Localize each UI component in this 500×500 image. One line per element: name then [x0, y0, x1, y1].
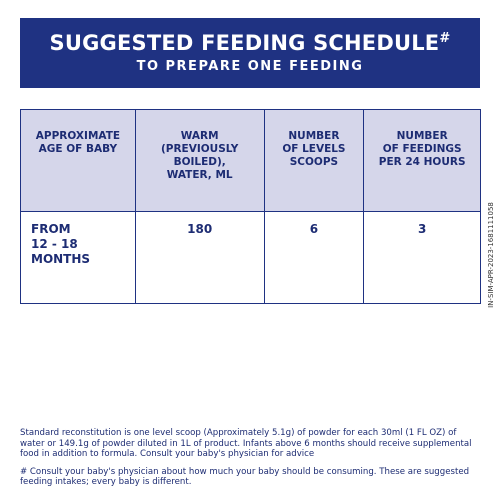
header-cell: WARM (PREVIOUSLY BOILED), WATER, ML — [134, 109, 265, 212]
footnote: # Consult your baby's physician about ho… — [20, 466, 470, 488]
footnote: Standard reconstitution is one level sco… — [20, 428, 472, 459]
data-cell-line: 6 — [309, 222, 319, 236]
header-cell-line: OF LEVELS — [282, 143, 346, 155]
data-cell: 3 — [363, 211, 481, 304]
header-cell-line: OF FEEDINGS — [382, 143, 462, 155]
side-code: IN-SIM-APR-2023-1681111058 — [487, 202, 495, 308]
header-cell-line: PER 24 HOURS — [378, 156, 466, 168]
header-banner: SUGGESTED FEEDING SCHEDULE# TO PREPARE O… — [20, 18, 480, 88]
data-cell-line: 3 — [417, 222, 427, 236]
header-cell: APPROXIMATE AGE OF BABY — [20, 109, 136, 212]
header-cell-line: WATER, ML — [166, 169, 233, 181]
header-cell-line: NUMBER — [288, 130, 340, 142]
subtitle: TO PREPARE ONE FEEDING — [136, 59, 364, 74]
data-cell: 180 — [134, 211, 265, 304]
header-row: APPROXIMATE AGE OF BABY WARM (PREVIOUSLY BO… — [20, 109, 481, 212]
feeding-table: APPROXIMATE AGE OF BABY WARM (PREVIOUSLY BO… — [20, 109, 481, 304]
header-cell-line: (PREVIOUSLY BOILED), — [160, 143, 239, 168]
data-cell-line: 12 - 18 MONTHS — [31, 237, 91, 266]
header-cell: NUMBER OF FEEDINGS PER 24 HOURS — [363, 109, 481, 212]
header-cell: NUMBER OF LEVELS SCOOPS — [263, 109, 365, 212]
title-text: SUGGESTED FEEDING SCHEDULE — [49, 31, 440, 55]
header-cell-line: APPROXIMATE — [35, 130, 121, 142]
header-cell-line: SCOOPS — [289, 156, 339, 168]
data-cell-line: 180 — [187, 222, 213, 236]
header-cell-line: NUMBER — [396, 130, 448, 142]
data-cell: 6 — [263, 211, 365, 304]
header-cell-line: WARM — [180, 130, 219, 142]
footnotes: Standard reconstitution is one level sco… — [20, 428, 482, 495]
title-mark: # — [439, 31, 451, 46]
title: SUGGESTED FEEDING SCHEDULE# — [20, 31, 480, 55]
data-cell-line: FROM — [31, 222, 71, 236]
data-cell: FROM 12 - 18 MONTHS — [20, 211, 136, 304]
header-cell-line: AGE OF BABY — [38, 143, 118, 155]
data-row: FROM 12 - 18 MONTHS 180 6 3 — [20, 211, 481, 304]
